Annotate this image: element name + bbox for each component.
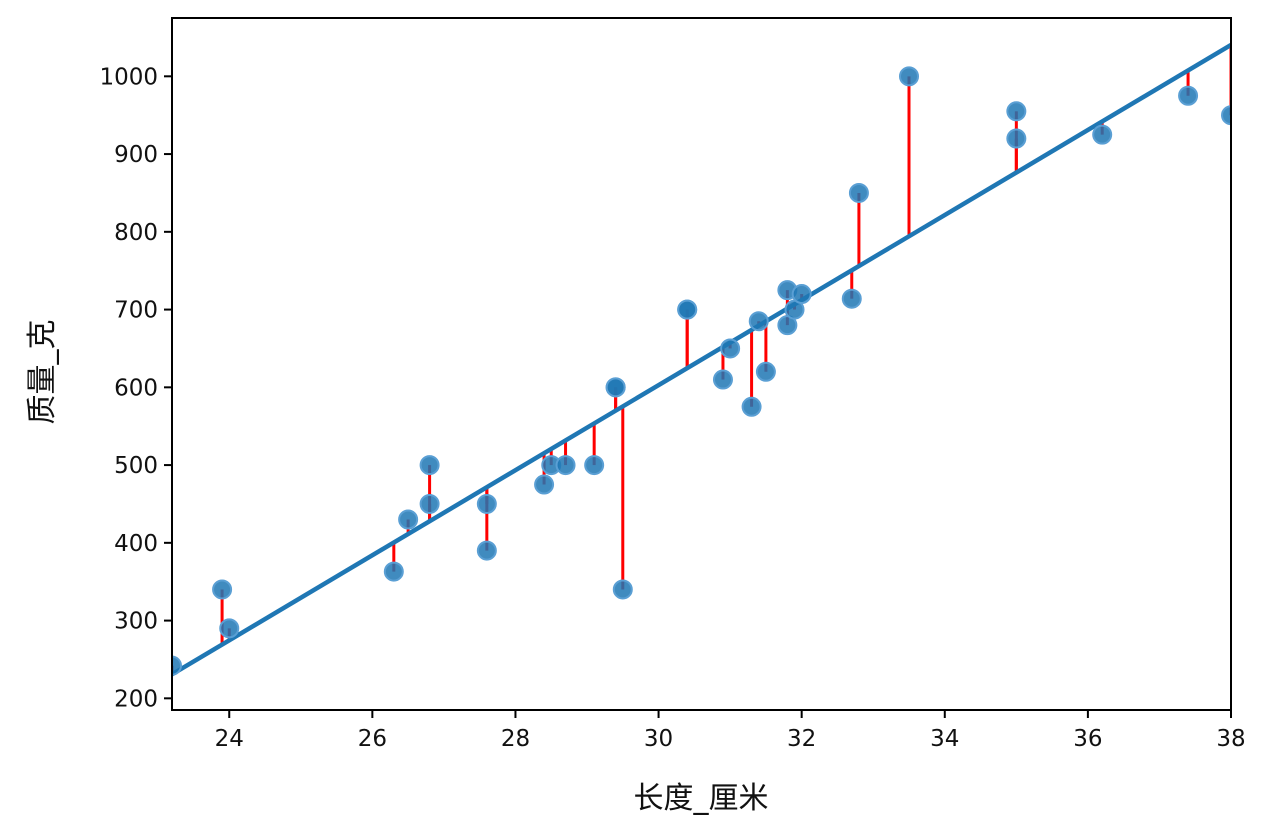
data-point <box>476 540 497 561</box>
x-axis-ticks: 24 26 28 30 32 34 36 38 <box>215 710 1246 752</box>
data-point <box>848 182 869 203</box>
x-tick-label: 32 <box>787 726 816 752</box>
y-tick-label: 500 <box>114 453 158 479</box>
data-point <box>605 377 626 398</box>
x-tick-label: 30 <box>644 726 673 752</box>
data-point <box>398 509 419 530</box>
data-point <box>791 284 812 305</box>
y-tick-label: 600 <box>114 375 158 401</box>
y-axis-label: 质量_克 <box>25 320 60 425</box>
data-point <box>534 474 555 495</box>
data-point <box>172 655 182 676</box>
regression-line <box>172 42 1231 677</box>
data-point <box>1006 128 1027 149</box>
data-point <box>555 455 576 476</box>
data-point <box>1221 105 1231 126</box>
data-point <box>1092 124 1113 145</box>
regression-line-group <box>172 42 1231 677</box>
x-tick-label: 28 <box>501 726 530 752</box>
data-point <box>212 579 233 600</box>
data-point <box>1006 101 1027 122</box>
x-axis-label: 长度_厘米 <box>634 781 769 816</box>
data-point <box>584 455 605 476</box>
y-tick-label: 900 <box>114 142 158 168</box>
data-point <box>899 66 920 87</box>
data-point <box>612 579 633 600</box>
data-point <box>419 455 440 476</box>
y-tick-label: 800 <box>114 220 158 246</box>
data-point <box>219 618 240 639</box>
y-tick-label: 700 <box>114 298 158 324</box>
y-axis-ticks: 200 300 400 500 600 700 800 900 1000 <box>99 64 172 712</box>
y-tick-label: 300 <box>114 609 158 635</box>
data-point <box>720 338 741 359</box>
data-point <box>383 561 404 582</box>
y-tick-label: 400 <box>114 531 158 557</box>
plot-frame <box>171 17 1232 711</box>
x-tick-label: 34 <box>930 726 959 752</box>
data-point <box>677 299 698 320</box>
y-tick-label: 200 <box>114 686 158 712</box>
x-tick-label: 26 <box>358 726 387 752</box>
data-points <box>172 66 1231 676</box>
y-tick-label: 1000 <box>99 64 158 90</box>
x-tick-label: 38 <box>1216 726 1245 752</box>
data-point <box>712 369 733 390</box>
data-point <box>741 396 762 417</box>
x-tick-label: 24 <box>215 726 244 752</box>
data-point <box>476 493 497 514</box>
data-point <box>419 493 440 514</box>
x-tick-label: 36 <box>1073 726 1102 752</box>
data-point <box>748 311 769 332</box>
data-point <box>841 288 862 309</box>
data-point <box>1178 85 1199 106</box>
data-point <box>755 361 776 382</box>
